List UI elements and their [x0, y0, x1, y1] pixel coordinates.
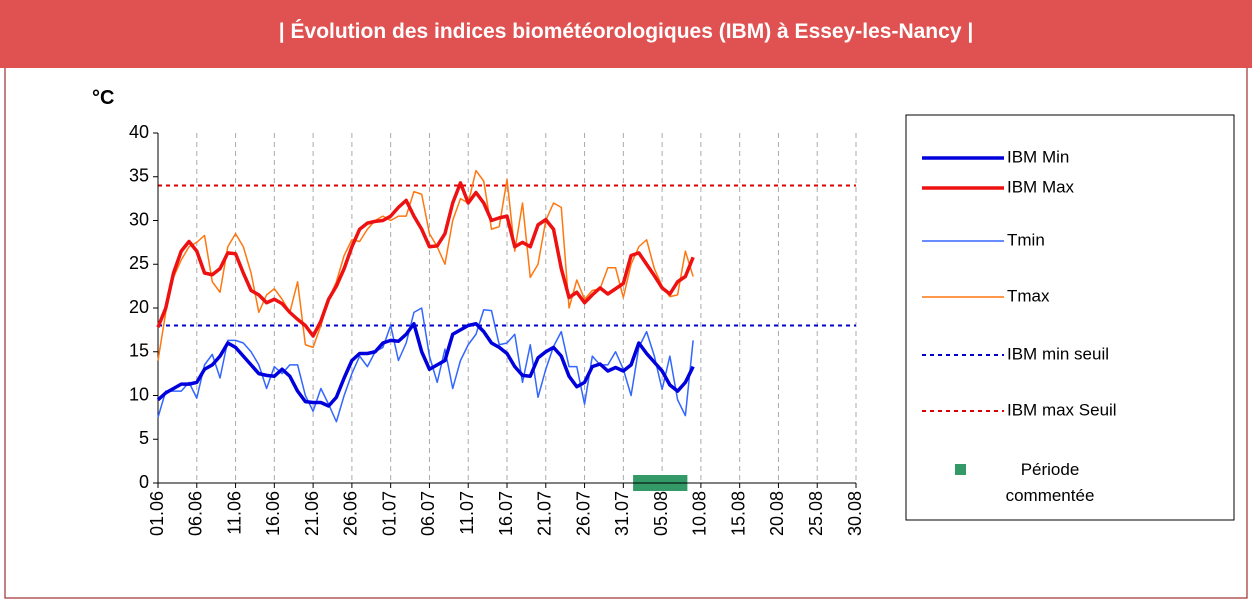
y-tick-label: 25: [129, 253, 149, 273]
legend-label: Période commentée: [1005, 460, 1095, 505]
y-axis-label: °C: [92, 87, 114, 109]
x-tick-label: 21.07: [535, 491, 555, 536]
legend-label: Tmin: [1007, 230, 1045, 249]
x-tick-label: 10.08: [690, 491, 710, 536]
y-tick-label: 0: [139, 472, 149, 492]
x-tick-label: 25.08: [806, 491, 826, 536]
y-tick-label: 35: [129, 166, 149, 186]
x-tick-label: 16.07: [496, 491, 516, 536]
y-tick-label: 15: [129, 341, 149, 361]
x-tick-label: 21.06: [302, 491, 322, 536]
series-line: [157, 307, 694, 423]
legend-box: [905, 114, 1235, 521]
legend-label: IBM Max: [1007, 177, 1075, 196]
x-tick-label: 26.06: [341, 491, 361, 536]
x-tick-label: 01.06: [147, 491, 167, 536]
x-tick-label: 06.06: [186, 491, 206, 536]
y-tick-label: 30: [129, 209, 149, 229]
chart-title: | Évolution des indices biométéorologiqu…: [0, 0, 1252, 68]
x-tick-label: 31.07: [612, 491, 632, 536]
x-tick-label: 30.08: [845, 491, 865, 536]
series-line: [156, 181, 695, 338]
series-line: [157, 169, 694, 361]
x-tick-label: 11.06: [224, 491, 244, 535]
x-tick-label: 15.08: [728, 491, 748, 536]
x-tick-label: 01.07: [379, 491, 399, 536]
legend-label: IBM max Seuil: [1007, 400, 1117, 419]
x-tick-label: 26.07: [573, 491, 593, 536]
x-tick-label: 05.08: [651, 491, 671, 536]
y-tick-label: 20: [129, 297, 149, 317]
x-tick-label: 06.07: [418, 491, 438, 536]
y-tick-label: 40: [129, 122, 149, 142]
series-line: [156, 322, 695, 408]
x-tick-label: 16.06: [263, 491, 283, 536]
y-tick-label: 5: [139, 428, 149, 448]
legend-label: IBM Min: [1007, 147, 1069, 166]
x-tick-label: 11.07: [457, 491, 477, 535]
legend-label: Tmax: [1007, 286, 1050, 305]
y-tick-label: 10: [129, 384, 149, 404]
legend-swatch: [955, 464, 966, 475]
legend-label: IBM min seuil: [1007, 344, 1109, 363]
legend-label-box: Période commentée: [1005, 460, 1095, 505]
x-tick-label: 20.08: [767, 491, 787, 536]
